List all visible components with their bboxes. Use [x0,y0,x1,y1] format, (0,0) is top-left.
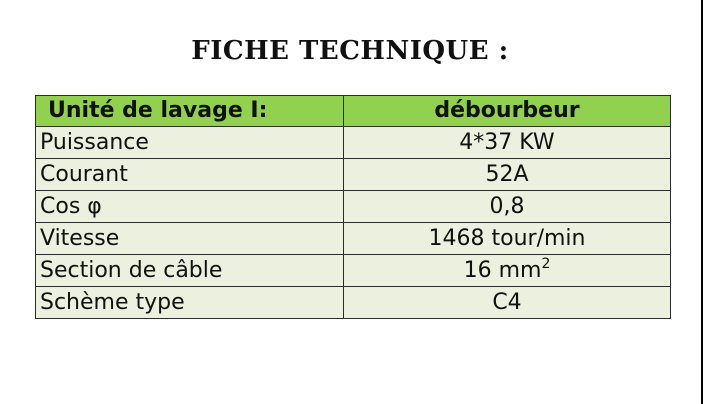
table-row: Courant 52A [35,158,671,191]
table-row: Vitesse 1468 tour/min [35,222,671,255]
table-header-row: Unité de lavage I: débourbeur [35,95,671,127]
row-label-cos-phi: Cos φ [35,190,344,223]
row-value-cos-phi: 0,8 [343,190,671,223]
table-row: Cos φ 0,8 [35,190,671,223]
table-row: Schème type C4 [35,286,671,319]
row-value-vitesse: 1468 tour/min [343,222,671,255]
header-value-cell: débourbeur [343,95,671,127]
section-cable-value-text: 16 mm [463,258,542,283]
row-label-scheme-type: Schème type [35,286,344,319]
row-value-section-cable: 16 mm2 [343,254,671,287]
row-value-courant: 52A [343,158,671,191]
row-value-scheme-type: C4 [343,286,671,319]
row-label-courant: Courant [35,158,344,191]
spec-table: Unité de lavage I: débourbeur Puissance … [35,95,671,319]
section-cable-superscript: 2 [541,256,551,272]
row-label-section-cable: Section de câble [35,254,344,287]
page-right-border [701,0,703,404]
table-row: Section de câble 16 mm2 [35,254,671,287]
header-label-cell: Unité de lavage I: [35,95,344,127]
row-label-puissance: Puissance [35,126,344,159]
table-row: Puissance 4*37 KW [35,126,671,159]
row-label-vitesse: Vitesse [35,222,344,255]
page-title: FICHE TECHNIQUE : [191,36,509,66]
row-value-puissance: 4*37 KW [343,126,671,159]
